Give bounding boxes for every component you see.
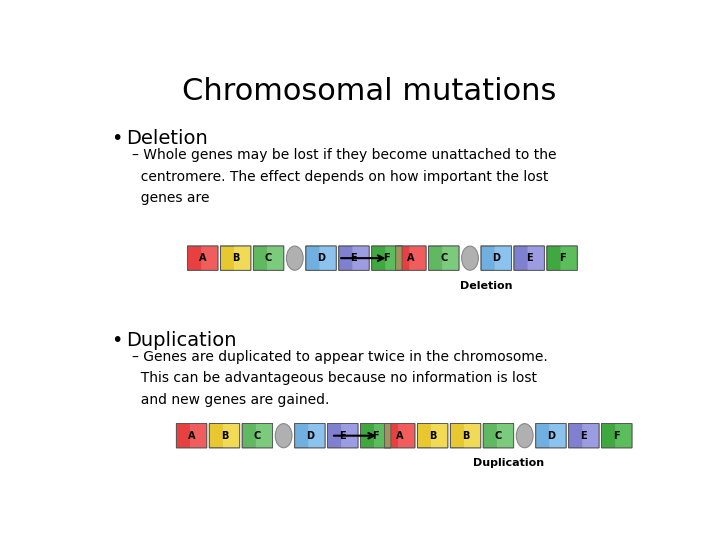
Ellipse shape [516,424,533,448]
Text: B: B [221,431,228,441]
Text: C: C [253,431,261,441]
Text: F: F [372,431,379,441]
Text: C: C [495,431,502,441]
Text: D: D [492,253,500,263]
FancyBboxPatch shape [201,246,218,270]
FancyBboxPatch shape [294,423,325,448]
Text: A: A [396,431,403,441]
Text: F: F [613,431,620,441]
Text: F: F [559,253,565,263]
FancyBboxPatch shape [361,423,391,448]
FancyBboxPatch shape [418,423,448,448]
FancyBboxPatch shape [385,246,402,270]
FancyBboxPatch shape [374,423,391,448]
Text: D: D [547,431,555,441]
Text: A: A [188,431,195,441]
FancyBboxPatch shape [338,246,369,271]
Text: A: A [407,253,415,263]
FancyBboxPatch shape [601,423,632,448]
FancyBboxPatch shape [428,246,459,271]
Text: B: B [429,431,436,441]
Ellipse shape [275,424,292,448]
FancyBboxPatch shape [615,423,632,448]
Text: E: E [580,431,587,441]
Text: C: C [265,253,272,263]
FancyBboxPatch shape [450,423,481,448]
FancyBboxPatch shape [320,246,336,270]
Text: E: E [351,253,357,263]
Text: B: B [232,253,239,263]
Text: E: E [526,253,533,263]
Text: and new genes are gained.: and new genes are gained. [132,393,329,407]
FancyBboxPatch shape [190,423,207,448]
FancyBboxPatch shape [234,246,251,270]
Text: •: • [111,129,122,149]
FancyBboxPatch shape [187,246,218,271]
Text: •: • [111,331,122,350]
FancyBboxPatch shape [514,246,544,271]
Text: D: D [317,253,325,263]
FancyBboxPatch shape [220,246,251,271]
FancyBboxPatch shape [256,423,273,448]
FancyBboxPatch shape [547,246,577,271]
FancyBboxPatch shape [481,246,511,271]
Text: Chromosomal mutations: Chromosomal mutations [182,77,556,106]
FancyBboxPatch shape [549,423,566,448]
FancyBboxPatch shape [242,423,273,448]
Text: genes are: genes are [132,191,210,205]
FancyBboxPatch shape [431,423,448,448]
FancyBboxPatch shape [306,246,336,271]
FancyBboxPatch shape [582,423,599,448]
Ellipse shape [462,246,478,270]
FancyBboxPatch shape [384,423,415,448]
Text: – Genes are duplicated to appear twice in the chromosome.: – Genes are duplicated to appear twice i… [132,349,548,363]
Text: D: D [306,431,314,441]
Text: Duplication: Duplication [126,331,237,350]
FancyBboxPatch shape [223,423,240,448]
FancyBboxPatch shape [210,423,240,448]
Text: B: B [462,431,469,441]
Text: – Whole genes may be lost if they become unattached to the: – Whole genes may be lost if they become… [132,148,557,162]
FancyBboxPatch shape [569,423,599,448]
Text: Deletion: Deletion [460,281,513,291]
Text: F: F [384,253,390,263]
FancyBboxPatch shape [497,423,513,448]
Ellipse shape [287,246,303,270]
Text: E: E [339,431,346,441]
FancyBboxPatch shape [398,423,415,448]
FancyBboxPatch shape [308,423,325,448]
FancyBboxPatch shape [267,246,284,270]
FancyBboxPatch shape [464,423,481,448]
Text: A: A [199,253,207,263]
FancyBboxPatch shape [176,423,207,448]
FancyBboxPatch shape [409,246,426,270]
FancyBboxPatch shape [341,423,358,448]
FancyBboxPatch shape [483,423,513,448]
Text: This can be advantageous because no information is lost: This can be advantageous because no info… [132,371,537,385]
FancyBboxPatch shape [372,246,402,271]
FancyBboxPatch shape [495,246,511,270]
Text: Deletion: Deletion [126,129,208,149]
Text: C: C [440,253,447,263]
FancyBboxPatch shape [560,246,577,270]
FancyBboxPatch shape [442,246,459,270]
FancyBboxPatch shape [352,246,369,270]
FancyBboxPatch shape [253,246,284,271]
Text: Duplication: Duplication [472,458,544,468]
FancyBboxPatch shape [528,246,544,270]
FancyBboxPatch shape [396,246,426,271]
FancyBboxPatch shape [328,423,358,448]
Text: centromere. The effect depends on how important the lost: centromere. The effect depends on how im… [132,170,548,184]
FancyBboxPatch shape [536,423,566,448]
